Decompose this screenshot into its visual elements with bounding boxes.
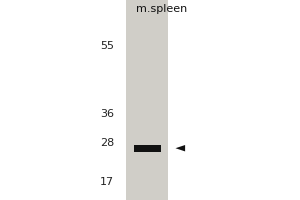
Text: m.spleen: m.spleen xyxy=(136,4,188,14)
FancyBboxPatch shape xyxy=(134,145,160,152)
FancyBboxPatch shape xyxy=(126,0,168,200)
Polygon shape xyxy=(176,145,185,151)
Text: 17: 17 xyxy=(100,177,114,187)
Text: 28: 28 xyxy=(100,138,114,148)
Text: 55: 55 xyxy=(100,41,114,51)
Text: 36: 36 xyxy=(100,109,114,119)
